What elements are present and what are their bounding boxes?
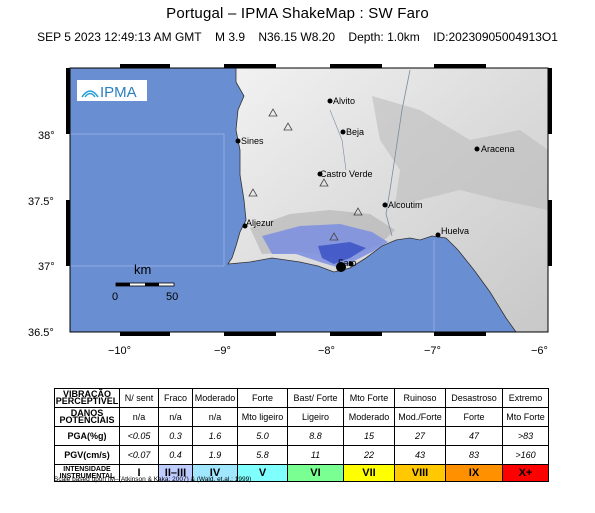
- intensity-cell: IX: [445, 464, 503, 482]
- city-label-aljezur: Aljezur: [246, 218, 274, 228]
- x-tick: −10°: [108, 345, 131, 357]
- logo-text: IPMA: [100, 84, 137, 101]
- city-label-huelva: Huelva: [441, 226, 469, 236]
- legend-row-pgv: PGV(cm/s) <0.07 0.4 1.9 5.8 11 22 43 83 …: [54, 445, 549, 465]
- legend-cell: <0.05: [119, 426, 159, 446]
- event-location: N36.15 W8.20: [258, 30, 336, 44]
- scalebar-min: 0: [112, 291, 118, 303]
- legend-row-header: DANOS POTENCIAIS: [54, 407, 120, 427]
- legend-row-perceived: VIBRAÇÃO PERCEPTIVEL N/ sent Fraco Moder…: [54, 388, 549, 408]
- y-tick: 37°: [38, 261, 55, 273]
- legend-cell: 43: [394, 445, 446, 465]
- x-tick: −8°: [318, 345, 335, 357]
- intensity-cell: IV: [192, 464, 238, 482]
- terrain-relief: [372, 96, 548, 210]
- y-tick: 36.5°: [28, 327, 54, 339]
- shakemap-map: Alvito Beja Sines Castro Verde Aracena A…: [28, 64, 552, 357]
- seismic-stations: [248, 108, 363, 241]
- legend-cell: 1.9: [192, 445, 238, 465]
- legend-cell: n/a: [192, 407, 238, 427]
- event-id: ID:20230905004913O1: [433, 30, 558, 44]
- legend-cell: Moderado: [343, 407, 395, 427]
- legend-cell: Mto Forte: [502, 407, 549, 427]
- legend-cell: 5.0: [237, 426, 288, 446]
- event-datetime: SEP 5 2023 12:49:13 AM GMT: [37, 30, 202, 44]
- intensity-cell: VII: [343, 464, 395, 482]
- legend-cell: >160: [502, 445, 549, 465]
- legend-cell: 83: [445, 445, 503, 465]
- legend-cell: 0.4: [158, 445, 193, 465]
- ipma-logo: IPMA: [77, 80, 147, 101]
- legend-cell: Moderado: [192, 388, 238, 408]
- legend-cell: 47: [445, 426, 503, 446]
- legend-cell: Mto ligeiro: [237, 407, 288, 427]
- x-tick: −9°: [214, 345, 231, 357]
- intensity-cell: VI: [287, 464, 344, 482]
- legend-cell: Extremo: [502, 388, 549, 408]
- legend-row-header: INTENSIDADE INSTRUMENTAL: [54, 464, 120, 482]
- legend-cell: <0.07: [119, 445, 159, 465]
- legend-row-header: VIBRAÇÃO PERCEPTIVEL: [54, 388, 120, 408]
- city-label-alvito: Alvito: [333, 96, 355, 106]
- scalebar-max: 50: [166, 291, 178, 303]
- map-frame: [66, 64, 552, 336]
- map-title: Portugal – IPMA ShakeMap : SW Faro: [166, 5, 429, 22]
- legend-cell: 27: [394, 426, 446, 446]
- event-info: SEP 5 2023 12:49:13 AM GMT M 3.9 N36.15 …: [0, 30, 595, 44]
- city-label-faro: Faro: [338, 258, 357, 268]
- city-label-sines: Sines: [241, 136, 264, 146]
- legend-row-damage: DANOS POTENCIAIS n/a n/a n/a Mto ligeiro…: [54, 407, 549, 427]
- epicenter-marker: [336, 262, 346, 272]
- city-label-aracena: Aracena: [481, 144, 515, 154]
- river: [385, 69, 411, 237]
- legend-cell: Desastroso: [445, 388, 503, 408]
- legend-row-intensity: INTENSIDADE INSTRUMENTAL I II–III IV V V…: [54, 464, 549, 482]
- legend-cell: Forte: [445, 407, 503, 427]
- legend-cell: Mod./Forte: [394, 407, 446, 427]
- legend-cell: Mto Forte: [343, 388, 395, 408]
- intensity-cell: II–III: [158, 464, 193, 482]
- legend-cell: 11: [287, 445, 344, 465]
- legend-cell: 15: [343, 426, 395, 446]
- intensity-cell: I: [119, 464, 159, 482]
- legend-row-header: PGV(cm/s): [54, 445, 120, 465]
- shaking-core: [318, 242, 366, 264]
- intensity-legend-table: VIBRAÇÃO PERCEPTIVEL N/ sent Fraco Moder…: [54, 388, 549, 482]
- legend-cell: Ruinoso: [394, 388, 446, 408]
- intensity-cell: X+: [502, 464, 549, 482]
- region-outline: [70, 133, 435, 332]
- legend-cell: 0.3: [158, 426, 193, 446]
- city-label-beja: Beja: [346, 127, 364, 137]
- river-2: [329, 109, 347, 171]
- city-markers: [235, 98, 480, 267]
- legend-cell: >83: [502, 426, 549, 446]
- event-magnitude: M 3.9: [214, 30, 245, 44]
- y-tick: 38°: [38, 130, 55, 142]
- legend-cell: Forte: [237, 388, 288, 408]
- city-label-castro-verde: Castro Verde: [320, 169, 373, 179]
- x-tick: −6°: [531, 345, 548, 357]
- legend-cell: 5.8: [237, 445, 288, 465]
- legend-cell: 8.8: [287, 426, 344, 446]
- legend-cell: 22: [343, 445, 395, 465]
- legend-row-header: PGA(%g): [54, 426, 120, 446]
- y-tick: 37.5°: [28, 196, 54, 208]
- legend-cell: Fraco: [158, 388, 193, 408]
- legend-row-pga: PGA(%g) <0.05 0.3 1.6 5.0 8.8 15 27 47 >…: [54, 426, 549, 446]
- scalebar: [115, 282, 175, 287]
- legend-cell: n/a: [119, 407, 159, 427]
- legend-cell: n/a: [158, 407, 193, 427]
- intensity-cell: V: [237, 464, 288, 482]
- legend-cell: N/ sent: [119, 388, 159, 408]
- footnote: Scale based upon IM–(Atkinson & Kaka; 20…: [54, 476, 252, 483]
- legend-cell: 1.6: [192, 426, 238, 446]
- x-tick: −7°: [424, 345, 441, 357]
- scalebar-unit: km: [134, 262, 151, 277]
- city-label-alcoutim: Alcoutim: [388, 200, 423, 210]
- legend-cell: Ligeiro: [287, 407, 344, 427]
- event-depth: Depth: 1.0km: [348, 30, 420, 44]
- intensity-cell: VIII: [394, 464, 446, 482]
- legend-cell: Bast/ Forte: [287, 388, 344, 408]
